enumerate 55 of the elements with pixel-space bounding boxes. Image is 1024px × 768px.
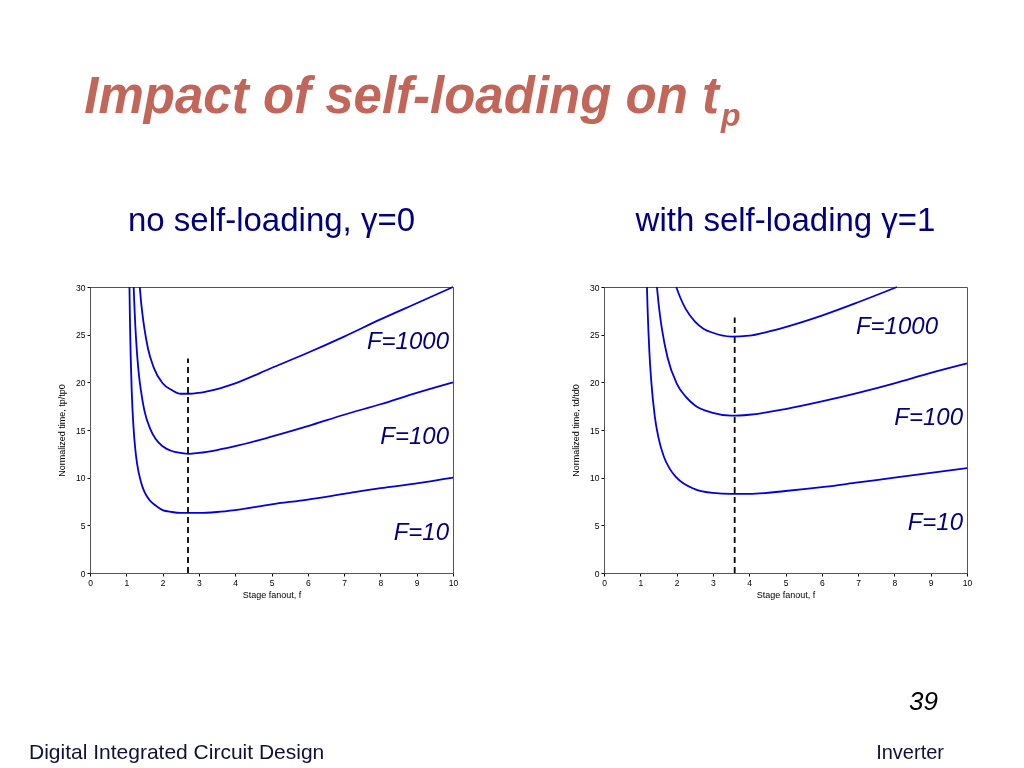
y-tick-label: 30 [590,282,600,293]
x-tick-label: 3 [197,577,203,588]
series-label: F=100 [380,422,450,450]
x-tick-label: 4 [747,577,753,588]
series-label: F=1000 [855,312,939,339]
x-tick-label: 4 [233,577,239,588]
x-tick-label: 3 [711,577,717,588]
y-tick-label: 5 [80,520,86,531]
x-tick-label: 9 [414,577,420,588]
x-tick-label: 8 [892,577,898,588]
x-axis-title: Stage fanout, f [242,590,302,600]
chart-title: with self-loading γ=1 [634,201,936,238]
y-axis-title: Normalized time, tp/tp0 [57,384,68,477]
y-tick-label: 5 [594,520,600,531]
series-label: F=10 [393,517,450,545]
y-tick-label: 25 [76,330,86,341]
line-series [128,286,454,514]
y-tick-label: 0 [80,568,86,579]
x-tick-label: 7 [856,577,862,588]
x-tick-label: 2 [674,577,680,588]
text: 39 [909,686,938,716]
x-tick-label: 7 [342,577,348,588]
x-tick-label: 5 [269,577,275,588]
y-tick-label: 20 [590,377,600,388]
x-tick-label: 6 [305,577,311,588]
y-axis-title: Normalized time, td/td0 [571,384,582,477]
x-tick-label: 0 [88,577,94,588]
y-tick-label: 10 [590,473,600,484]
x-tick-label: 8 [378,577,384,588]
x-tick-label: 2 [160,577,166,588]
y-tick-label: 10 [76,473,86,484]
chart-title: no self-loading, γ=0 [127,201,416,238]
y-tick-label: 20 [76,377,86,388]
y-tick-label: 15 [590,425,600,436]
y-tick-label: 15 [76,425,86,436]
x-tick-label: 9 [928,577,934,588]
y-tick-label: 30 [76,282,86,293]
line-series [646,286,968,495]
y-tick-label: 0 [594,568,600,579]
x-tick-label: 1 [124,577,130,588]
series-label: F=100 [894,403,964,431]
x-tick-label: 0 [602,577,608,588]
x-tick-label: 10 [962,577,973,588]
x-tick-label: 6 [819,577,825,588]
line-series [132,286,454,455]
x-tick-label: 1 [638,577,644,588]
x-axis-title: Stage fanout, f [756,590,816,600]
series-label: F=10 [907,508,964,536]
text: Inverter [876,741,945,763]
y-tick-label: 25 [590,330,600,341]
series-label: F=1000 [366,327,450,354]
x-tick-label: 10 [448,577,459,588]
line-series [138,286,454,395]
text: Digital Integrated Circuit Design [29,740,325,763]
x-tick-label: 5 [783,577,789,588]
